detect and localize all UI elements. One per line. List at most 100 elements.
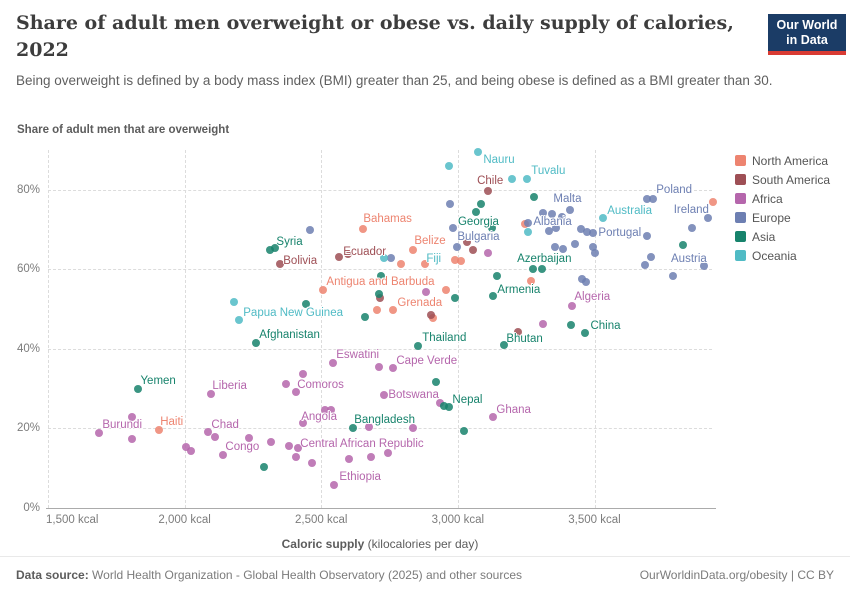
data-point[interactable] xyxy=(669,272,678,281)
point-bahamas[interactable] xyxy=(359,225,368,234)
data-point[interactable] xyxy=(462,238,471,247)
legend-item-asia[interactable]: Asia xyxy=(735,227,830,246)
data-point[interactable] xyxy=(320,405,329,414)
legend-item-europe[interactable]: Europe xyxy=(735,208,830,227)
data-point[interactable] xyxy=(544,226,553,235)
data-point[interactable] xyxy=(445,200,454,209)
data-point[interactable] xyxy=(582,227,591,236)
data-point[interactable] xyxy=(375,362,384,371)
country-label-ethiopia[interactable]: Ethiopia xyxy=(339,470,381,483)
data-point[interactable] xyxy=(439,402,448,411)
data-point[interactable] xyxy=(589,243,598,252)
country-label-chad[interactable]: Chad xyxy=(211,418,239,431)
point-bangladesh[interactable] xyxy=(349,423,358,432)
point-albania[interactable] xyxy=(524,219,533,228)
point-burundi[interactable] xyxy=(95,428,104,437)
point-nepal[interactable] xyxy=(445,402,454,411)
data-point[interactable] xyxy=(488,224,497,233)
data-point[interactable] xyxy=(449,223,458,232)
country-label-angola[interactable]: Angola xyxy=(301,410,338,423)
data-point[interactable] xyxy=(210,432,219,441)
data-point[interactable] xyxy=(529,265,538,274)
data-point[interactable] xyxy=(551,242,560,251)
legend-item-south-america[interactable]: South America xyxy=(735,170,830,189)
country-label-thailand[interactable]: Thailand xyxy=(422,331,467,344)
data-point[interactable] xyxy=(643,232,652,241)
data-point[interactable] xyxy=(435,398,444,407)
data-point[interactable] xyxy=(345,454,354,463)
data-point[interactable] xyxy=(244,433,253,442)
country-label-papua-new-guinea[interactable]: Papua New Guinea xyxy=(243,306,343,319)
point-ghana[interactable] xyxy=(489,412,498,421)
data-point[interactable] xyxy=(641,261,650,270)
data-point[interactable] xyxy=(284,441,293,450)
country-label-burundi[interactable]: Burundi xyxy=(102,418,142,431)
data-point[interactable] xyxy=(432,378,441,387)
data-point[interactable] xyxy=(483,249,492,258)
point-eswatini[interactable] xyxy=(329,358,338,367)
country-label-central-african-republic[interactable]: Central African Republic xyxy=(300,437,424,450)
country-label-belize[interactable]: Belize xyxy=(414,235,446,248)
country-label-portugal[interactable]: Portugal xyxy=(598,227,642,240)
country-label-malta[interactable]: Malta xyxy=(553,193,582,206)
point-nauru[interactable] xyxy=(474,148,483,157)
point-grenada[interactable] xyxy=(389,305,398,314)
data-point[interactable] xyxy=(421,287,430,296)
data-point[interactable] xyxy=(507,175,516,184)
point-bulgaria[interactable] xyxy=(453,243,462,252)
country-label-cape-verde[interactable]: Cape Verde xyxy=(396,354,458,367)
data-point[interactable] xyxy=(361,313,370,322)
country-label-syria[interactable]: Syria xyxy=(276,236,303,249)
country-label-australia[interactable]: Australia xyxy=(607,205,652,218)
data-point[interactable] xyxy=(270,244,279,253)
data-point[interactable] xyxy=(468,246,477,255)
country-label-chile[interactable]: Chile xyxy=(477,175,504,188)
data-point[interactable] xyxy=(538,208,547,217)
data-point[interactable] xyxy=(493,272,502,281)
point-central-african-republic[interactable] xyxy=(294,443,303,452)
country-label-grenada[interactable]: Grenada xyxy=(397,296,443,309)
point-algeria[interactable] xyxy=(568,301,577,310)
data-point[interactable] xyxy=(291,387,300,396)
data-point[interactable] xyxy=(576,224,585,233)
data-point[interactable] xyxy=(259,462,268,471)
country-label-bangladesh[interactable]: Bangladesh xyxy=(354,413,415,426)
point-chile[interactable] xyxy=(484,187,493,196)
country-label-congo[interactable]: Congo xyxy=(225,441,260,454)
point-papua-new-guinea[interactable] xyxy=(235,315,244,324)
point-portugal[interactable] xyxy=(589,229,598,238)
point-malta[interactable] xyxy=(566,206,575,215)
country-label-afghanistan[interactable]: Afghanistan xyxy=(259,328,320,341)
data-point[interactable] xyxy=(305,226,314,235)
data-point[interactable] xyxy=(567,321,576,330)
country-label-fiji[interactable]: Fiji xyxy=(426,253,442,266)
data-point[interactable] xyxy=(409,423,418,432)
data-point[interactable] xyxy=(301,300,310,309)
data-point[interactable] xyxy=(688,223,697,232)
data-point[interactable] xyxy=(377,271,386,280)
data-point[interactable] xyxy=(291,453,300,462)
data-point[interactable] xyxy=(344,250,353,259)
point-cape-verde[interactable] xyxy=(389,363,398,372)
data-point[interactable] xyxy=(326,405,335,414)
legend-item-oceania[interactable]: Oceania xyxy=(735,246,830,265)
data-point[interactable] xyxy=(524,227,533,236)
country-label-bulgaria[interactable]: Bulgaria xyxy=(457,231,500,244)
data-point[interactable] xyxy=(426,311,435,320)
point-afghanistan[interactable] xyxy=(252,338,261,347)
legend-item-africa[interactable]: Africa xyxy=(735,189,830,208)
data-point[interactable] xyxy=(456,257,465,266)
point-angola[interactable] xyxy=(299,418,308,427)
data-point[interactable] xyxy=(229,298,238,307)
data-point[interactable] xyxy=(128,434,137,443)
country-label-nepal[interactable]: Nepal xyxy=(452,393,483,406)
point-china[interactable] xyxy=(581,328,590,337)
data-point[interactable] xyxy=(307,459,316,468)
country-label-azerbaijan[interactable]: Azerbaijan xyxy=(517,252,572,265)
point-austria[interactable] xyxy=(699,262,708,271)
data-point[interactable] xyxy=(647,252,656,261)
point-poland[interactable] xyxy=(649,195,658,204)
data-point[interactable] xyxy=(558,245,567,254)
country-label-bhutan[interactable]: Bhutan xyxy=(506,332,543,345)
data-point[interactable] xyxy=(397,259,406,268)
